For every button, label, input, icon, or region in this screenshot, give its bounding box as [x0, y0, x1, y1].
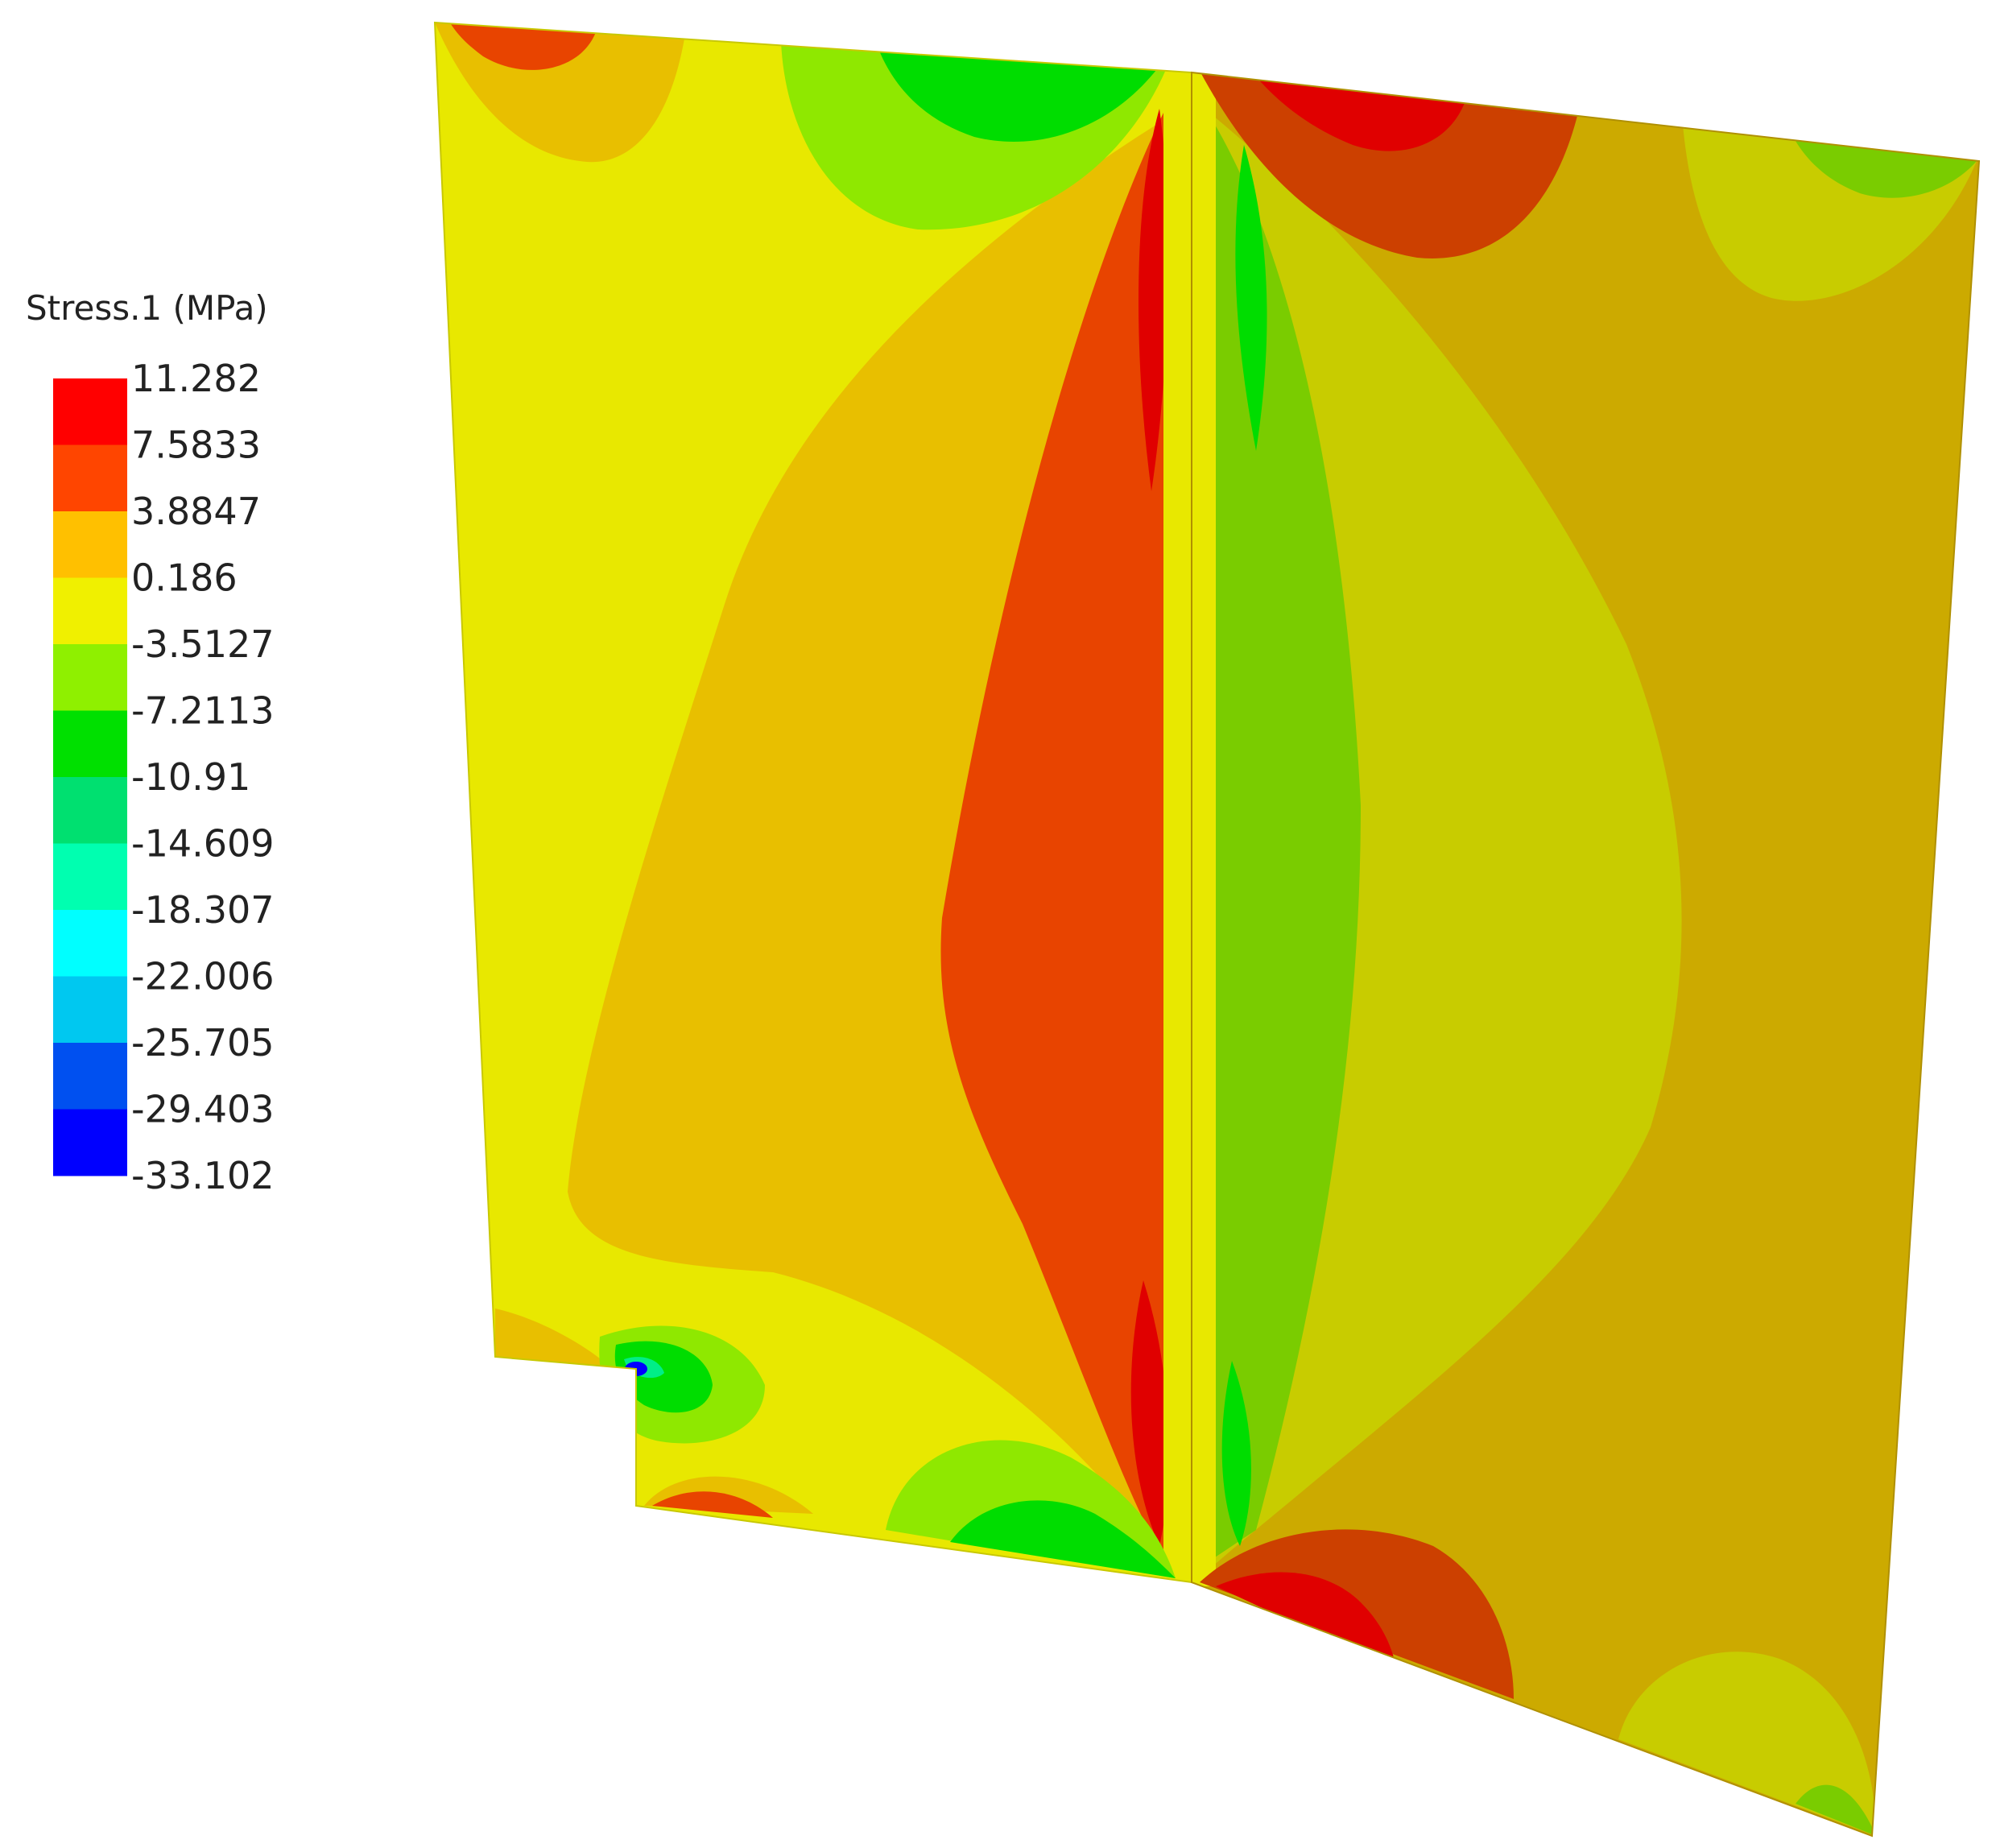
- scalar-bar-tick-label: -18.307: [131, 888, 275, 932]
- scalar-bar-band: [53, 1043, 127, 1110]
- scalar-bar-band: [53, 577, 127, 645]
- left-red-streak-top: [1138, 109, 1168, 491]
- left-wing-panel: [435, 23, 1192, 1582]
- right-spar-strip: [1192, 72, 1216, 1586]
- left-red-orange-spindle: [940, 113, 1163, 1558]
- scalar-bar-tick-label: -14.609: [131, 822, 275, 866]
- scalar-bar-tick-label: 7.5833: [131, 424, 261, 467]
- top-right-orange-lobe: [1200, 72, 1578, 258]
- bottom-green-lobe-inner: [950, 1500, 1176, 1578]
- scalar-bar-band: [53, 910, 127, 977]
- scalar-bar-band: [53, 710, 127, 778]
- scalar-bar-tick-label: -10.91: [131, 755, 250, 799]
- scalar-bar-band: [53, 1109, 127, 1176]
- scalar-bar-tick-label: 11.282: [131, 357, 261, 400]
- right-green-spindle: [1208, 113, 1361, 1562]
- scalar-bar-bands: [53, 378, 127, 1176]
- scalar-bar-tick-label: -33.102: [131, 1154, 275, 1197]
- scalar-bar-band: [53, 511, 127, 578]
- right-wing-panel: [1192, 72, 1979, 1836]
- scalar-bar-tick-label: -7.2113: [131, 689, 275, 733]
- scalar-bar-tick-label: -29.403: [131, 1088, 275, 1131]
- scalar-bar-tick-label: -3.5127: [131, 622, 275, 666]
- right-panel-outline: [1191, 71, 1981, 1838]
- scalar-bar-band: [53, 378, 127, 445]
- scalar-bar-ticks: 11.282 7.5833 3.8847 0.186 -3.5127 -7.2113 -10…: [131, 357, 275, 1197]
- bottom-left-red-lobe: [652, 1491, 773, 1518]
- scalar-bar-tick-label: -22.006: [131, 955, 275, 998]
- top-center-green-lobe-inner: [878, 47, 1159, 143]
- left-spar-strip: [1163, 64, 1192, 1582]
- notch-orange-area: [495, 1308, 612, 1369]
- scalar-bar-band: [53, 644, 127, 711]
- top-right-corner-green: [1796, 141, 1977, 198]
- right-green-streak-top: [1235, 145, 1267, 451]
- scalar-bar-band: [53, 444, 127, 512]
- scalar-bar-tick-label: 0.186: [131, 556, 238, 600]
- scalar-bar-band: [53, 843, 127, 911]
- left-red-streak-bottom: [1130, 1280, 1169, 1546]
- scalar-bar-band: [53, 976, 127, 1044]
- bottom-right-corner-green: [1796, 1784, 1876, 1836]
- scalar-bar-title: Stress.1 (MPa): [26, 288, 268, 328]
- right-green-streak-bottom: [1221, 1361, 1251, 1546]
- scalar-bar-tick-label: -25.705: [131, 1021, 275, 1065]
- top-left-red-cap: [451, 24, 596, 70]
- scalar-bar-band: [53, 777, 127, 844]
- scalar-bar-tick-label: 3.8847: [131, 490, 261, 533]
